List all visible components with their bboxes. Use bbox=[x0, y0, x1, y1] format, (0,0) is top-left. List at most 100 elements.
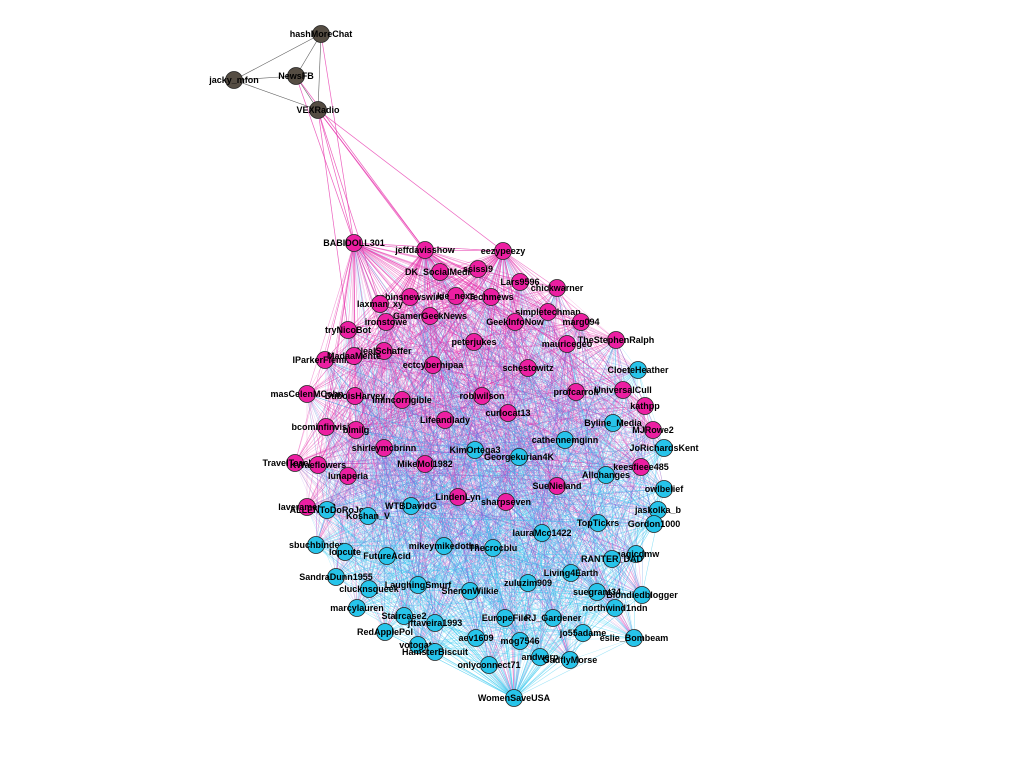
node-circle[interactable] bbox=[632, 458, 650, 476]
graph-node[interactable]: WomenSaveUSA bbox=[478, 689, 551, 707]
graph-node[interactable]: Lifeandlady bbox=[420, 411, 470, 429]
graph-node[interactable]: tryNicoBot bbox=[325, 321, 371, 339]
graph-node[interactable]: Living4Earth bbox=[544, 564, 599, 582]
graph-node[interactable]: Staircase2 bbox=[381, 607, 427, 625]
node-circle[interactable] bbox=[511, 632, 529, 650]
graph-node[interactable]: ALLENToDoRoJo bbox=[290, 501, 365, 519]
node-circle[interactable] bbox=[465, 333, 483, 351]
node-circle[interactable] bbox=[629, 361, 647, 379]
graph-node[interactable]: LindenLyn bbox=[435, 488, 481, 506]
graph-node[interactable]: jftaveira1993 bbox=[407, 614, 463, 632]
graph-node[interactable]: MadaaMente bbox=[327, 347, 381, 365]
graph-node[interactable]: curlocat13 bbox=[485, 404, 531, 422]
node-circle[interactable] bbox=[339, 467, 357, 485]
node-circle[interactable] bbox=[469, 260, 487, 278]
graph-node[interactable]: SueNieland bbox=[532, 477, 582, 495]
node-circle[interactable] bbox=[588, 583, 606, 601]
graph-node[interactable]: Byline_Media bbox=[584, 414, 643, 432]
graph-node[interactable]: mauricegeo bbox=[542, 335, 593, 353]
node-circle[interactable] bbox=[307, 536, 325, 554]
graph-node[interactable]: shirleymcbrinn bbox=[352, 439, 417, 457]
graph-node[interactable]: jeffdavisshow bbox=[394, 241, 456, 259]
node-circle[interactable] bbox=[431, 263, 449, 281]
graph-node[interactable]: eezypeezy bbox=[481, 242, 526, 260]
node-circle[interactable] bbox=[539, 303, 557, 321]
graph-node[interactable]: bcominfinvision bbox=[291, 418, 361, 436]
graph-node[interactable]: clucknsqueek bbox=[339, 580, 400, 598]
graph-node[interactable]: SandraDunn1955 bbox=[299, 568, 373, 586]
graph-node[interactable]: marcylauren bbox=[330, 599, 384, 617]
node-circle[interactable] bbox=[409, 576, 427, 594]
graph-node[interactable]: TopTickrs bbox=[577, 514, 619, 532]
node-circle[interactable] bbox=[561, 651, 579, 669]
node-circle[interactable] bbox=[421, 307, 439, 325]
node-circle[interactable] bbox=[393, 391, 411, 409]
graph-node[interactable]: LaughingSmurf bbox=[385, 576, 452, 594]
node-circle[interactable] bbox=[606, 599, 624, 617]
node-circle[interactable] bbox=[473, 387, 491, 405]
node-circle[interactable] bbox=[496, 609, 514, 627]
graph-node[interactable]: robinsnewswire bbox=[376, 288, 444, 306]
graph-node[interactable]: VEXRadio bbox=[296, 101, 340, 119]
graph-node[interactable]: JoRichardsKent bbox=[629, 439, 699, 457]
graph-node[interactable]: KimOrtega3 bbox=[449, 441, 501, 459]
node-circle[interactable] bbox=[346, 387, 364, 405]
graph-node[interactable]: GamerGeekNews bbox=[393, 307, 467, 325]
node-circle[interactable] bbox=[435, 537, 453, 555]
graph-node[interactable]: marg094 bbox=[562, 313, 600, 331]
graph-node[interactable]: sbuchbinder bbox=[289, 536, 344, 554]
graph-node[interactable]: lauraMcc1422 bbox=[512, 524, 572, 542]
node-circle[interactable] bbox=[482, 288, 500, 306]
node-circle[interactable] bbox=[286, 454, 304, 472]
node-circle[interactable] bbox=[316, 351, 334, 369]
graph-node[interactable]: votogate bbox=[399, 636, 437, 654]
graph-node[interactable]: eslie_Bombeam bbox=[600, 629, 669, 647]
graph-node[interactable]: suegrant34 bbox=[573, 583, 621, 601]
graph-node[interactable]: Georgekurian4K bbox=[484, 448, 555, 466]
node-circle[interactable] bbox=[567, 383, 585, 401]
node-circle[interactable] bbox=[298, 385, 316, 403]
graph-node[interactable]: FutureAcid bbox=[363, 547, 411, 565]
node-circle[interactable] bbox=[375, 439, 393, 457]
node-circle[interactable] bbox=[449, 488, 467, 506]
graph-node[interactable]: Allchanges bbox=[582, 466, 630, 484]
node-circle[interactable] bbox=[339, 321, 357, 339]
node-circle[interactable] bbox=[556, 431, 574, 449]
node-circle[interactable] bbox=[467, 629, 485, 647]
graph-node[interactable]: Blondiedblogger bbox=[606, 586, 678, 604]
graph-node[interactable]: Lars9596 bbox=[500, 273, 540, 291]
node-circle[interactable] bbox=[359, 507, 377, 525]
node-circle[interactable] bbox=[376, 623, 394, 641]
graph-node[interactable]: chickwarner bbox=[531, 279, 584, 297]
node-circle[interactable] bbox=[424, 356, 442, 374]
graph-node[interactable]: jo55adame bbox=[559, 624, 607, 642]
node-circle[interactable] bbox=[499, 404, 517, 422]
node-circle[interactable] bbox=[510, 448, 528, 466]
graph-node[interactable]: Koshan_V bbox=[346, 507, 390, 525]
graph-node[interactable]: MikeMol1982 bbox=[397, 455, 453, 473]
graph-node[interactable]: kathpp bbox=[630, 397, 660, 415]
node-circle[interactable] bbox=[531, 648, 549, 666]
node-circle[interactable] bbox=[309, 456, 327, 474]
graph-node[interactable]: GeekInfoNow bbox=[486, 313, 545, 331]
graph-node[interactable]: TravelTeachers bbox=[263, 454, 328, 472]
node-circle[interactable] bbox=[636, 397, 654, 415]
node-circle[interactable] bbox=[558, 335, 576, 353]
node-circle[interactable] bbox=[645, 515, 663, 533]
graph-node[interactable]: simpletechman bbox=[515, 303, 581, 321]
node-circle[interactable] bbox=[519, 574, 537, 592]
node-circle[interactable] bbox=[603, 550, 621, 568]
node-circle[interactable] bbox=[225, 71, 243, 89]
graph-node[interactable]: masCelenMCohn bbox=[270, 385, 344, 403]
node-circle[interactable] bbox=[378, 547, 396, 565]
graph-node[interactable]: WTBDavidG bbox=[385, 497, 437, 515]
node-circle[interactable] bbox=[562, 564, 580, 582]
graph-node[interactable]: aev1609 bbox=[458, 629, 494, 647]
graph-node[interactable]: roblwilson bbox=[460, 387, 505, 405]
node-circle[interactable] bbox=[298, 498, 316, 516]
graph-node[interactable]: schestowitz bbox=[502, 359, 554, 377]
node-circle[interactable] bbox=[416, 455, 434, 473]
node-circle[interactable] bbox=[461, 582, 479, 600]
node-circle[interactable] bbox=[401, 288, 419, 306]
node-circle[interactable] bbox=[627, 545, 645, 563]
